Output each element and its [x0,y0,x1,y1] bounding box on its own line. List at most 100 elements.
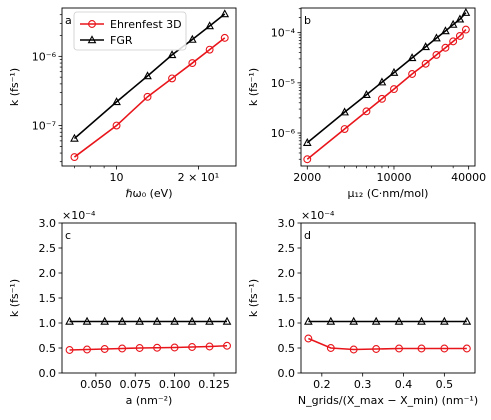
data-point [82,316,92,325]
x-tick-label: 0.075 [119,378,151,391]
data-point [170,316,179,325]
data-point [371,316,381,325]
y-tick-label: 10⁻⁷ [32,120,56,133]
x-axis-label: μ₁₂ (C·nm/mol) [348,187,429,200]
data-point [170,343,179,352]
y-tick-label: 10⁻⁶ [32,50,57,63]
series-line [73,37,226,158]
data-point [394,316,404,325]
data-point [372,345,381,353]
data-point [135,344,144,352]
x-tick-label: 2 × 10¹ [178,171,220,184]
data-point [461,25,470,34]
panel-letter: d [304,229,311,242]
x-tick-label: 10 [110,171,124,184]
data-point [340,107,349,116]
data-point [377,77,387,86]
y-multiplier: ×10⁻⁴ [301,209,335,222]
y-axis-label: k (fs⁻¹) [8,279,21,317]
y-tick-label: 0.5 [278,342,296,355]
plot-frame [61,7,237,167]
data-point [461,7,471,16]
data-point [449,37,458,46]
series-line [69,344,228,351]
panel-letter: b [304,14,311,27]
data-point [187,34,197,43]
data-point [349,316,359,325]
x-tick-label: 0.5 [436,378,454,391]
data-point [65,346,74,354]
data-point [432,50,441,59]
y-tick-label: 2.5 [39,242,57,255]
data-point [152,316,162,325]
panel-d: 0.2 0.3 0.4 0.5 0.0 0.5 1.0 1.5 2.0 2.5 3.0 d ×10⁻⁴ N… [247,209,478,407]
data-point [421,59,430,68]
data-point [417,344,426,353]
x-tick-label: 0.100 [159,378,191,391]
plot-frame [300,7,476,167]
data-point [187,316,197,325]
data-point [362,89,371,98]
data-point [70,133,79,142]
plot-frame [300,222,476,374]
data-point [462,316,472,325]
data-point [188,59,197,68]
data-point [326,316,336,325]
data-point [441,43,450,52]
data-point [440,344,449,353]
data-point [205,21,214,30]
y-tick-label: 2.0 [278,267,296,280]
data-point [421,42,430,51]
data-point [304,316,313,325]
legend-label: FGR [110,34,133,47]
x-tick-label: 0.125 [198,378,230,391]
data-point [220,33,229,42]
data-point [112,121,121,130]
data-point [455,14,465,23]
data-point [389,67,399,76]
data-point [407,53,417,62]
series-line [306,12,467,144]
y-tick-label: 10⁻⁶ [271,127,296,140]
y-tick-label: 3.0 [278,217,296,230]
y-tick-label: 1.5 [39,292,57,305]
data-point [188,343,197,351]
x-tick-label: 2000 [293,171,321,184]
y-tick-label: 0.5 [39,342,57,355]
series-line [306,29,467,160]
data-point [168,74,177,83]
data-point [143,92,152,101]
data-point [432,33,441,42]
y-axis-label: k (fs⁻¹) [247,279,260,317]
data-point [153,343,162,352]
data-point [378,94,386,103]
panel-letter: c [65,229,71,242]
panel-letter: a [65,14,72,27]
y-axis-label: k (fs⁻¹) [247,68,260,106]
y-tick-label: 0.0 [39,367,57,380]
legend-marker [87,35,97,44]
y-tick-label: 2.0 [39,267,57,280]
x-axis-label: N_grids/(X_max − X_min) (nm⁻¹) [298,394,478,407]
data-point [205,45,214,54]
y-tick-label: 1.0 [39,317,57,330]
data-point [390,85,398,94]
x-axis-label: a (nm⁻²) [126,394,173,407]
data-point [395,344,403,353]
y-tick-label: 0.0 [278,367,296,380]
data-point [100,345,109,353]
data-point [83,345,91,354]
data-point [340,125,349,133]
y-tick-label: 1.5 [278,292,296,305]
data-point [220,9,230,18]
series-line [308,337,467,351]
data-point [448,19,458,28]
panel-a: 10 2 × 10¹ 10⁻⁷ 10⁻⁶ a ℏω₀ (eV) k (fs⁻¹) Ehrenf… [8,7,237,200]
data-point [326,344,335,352]
y-tick-label: 2.5 [278,242,296,255]
series-line [73,13,226,140]
data-point [117,316,127,325]
plot-frame [61,222,237,374]
x-tick-label: 0.3 [354,378,372,391]
legend: Ehrenfest 3D FGR [73,11,187,51]
